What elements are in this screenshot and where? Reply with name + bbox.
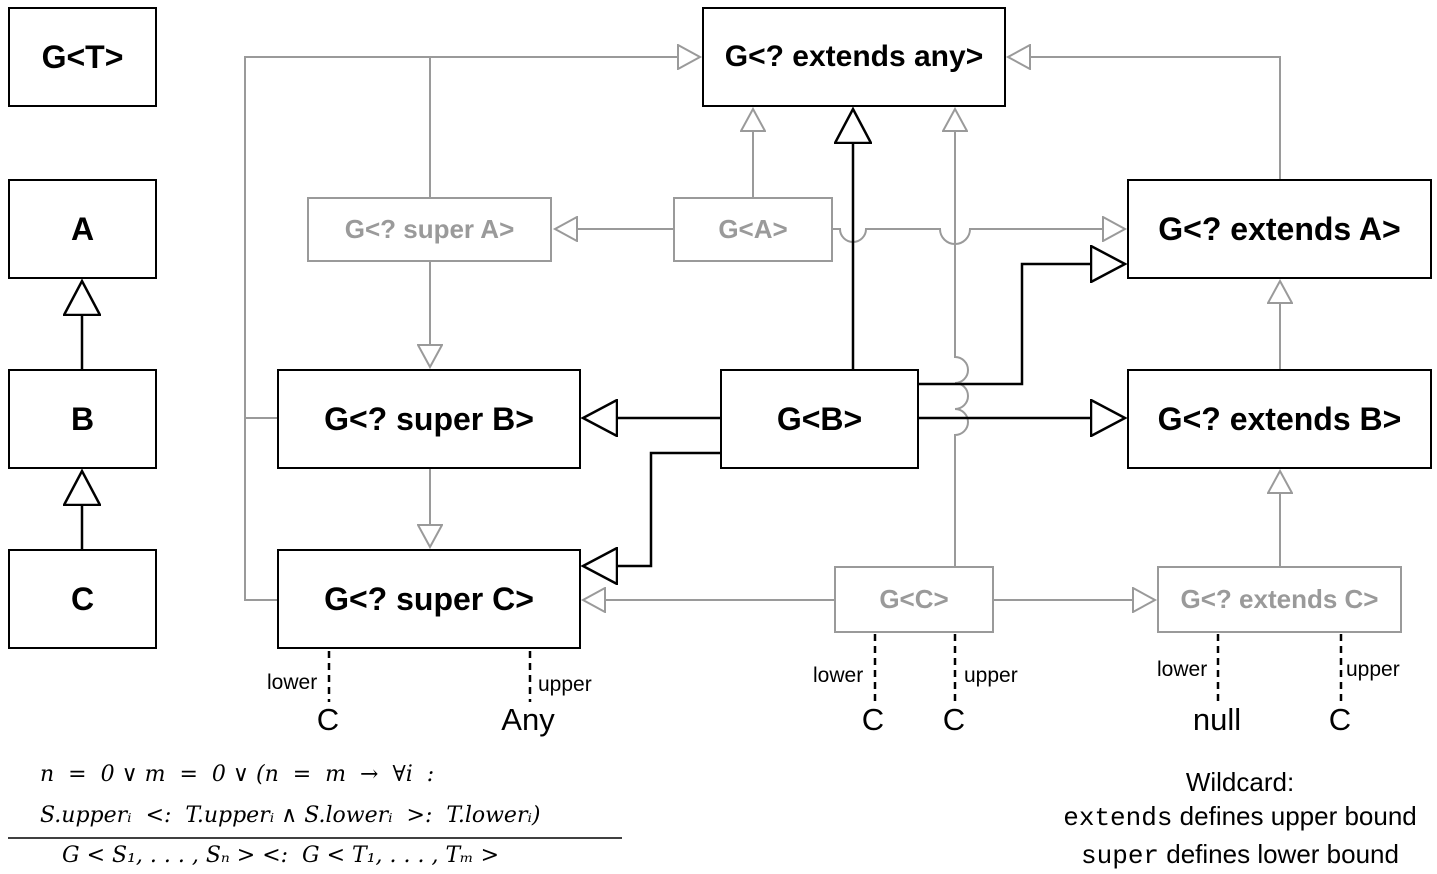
box-g-b: G<B> [720, 369, 919, 469]
bound-value-extends-c-upper: C [1328, 702, 1352, 737]
bound-value-super-c-lower: C [316, 702, 340, 737]
formula-premise-line-2: S.upperᵢ <: T.upperᵢ ∧ S.lowerᵢ >: T.low… [40, 803, 541, 828]
edge-g-b-to-extends-a [919, 264, 1125, 386]
legend-extends-text: defines upper bound [1172, 801, 1417, 831]
box-g-extends-any: G<? extends any> [702, 7, 1006, 107]
box-g-c: G<C> [834, 566, 994, 633]
bound-label-extends-c-upper: upper [1346, 658, 1400, 681]
box-g-extends-a: G<? extends A> [1127, 179, 1432, 279]
bound-value-super-c-upper: Any [501, 702, 555, 737]
edge-extends-a-to-extends-any [1008, 57, 1281, 179]
box-b: B [8, 369, 157, 469]
box-g-super-b: G<? super B> [277, 369, 581, 469]
bound-value-g-c-upper: C [942, 702, 966, 737]
wildcard-legend: Wildcard: extends defines upper bound su… [1045, 766, 1435, 874]
box-g-extends-c: G<? extends C> [1157, 566, 1402, 633]
edge-g-b-to-super-c [583, 451, 721, 566]
bound-label-super-c-lower: lower [267, 671, 318, 694]
box-g-super-c: G<? super C> [277, 549, 581, 649]
box-g-t: G<T> [8, 7, 157, 107]
bound-label-extends-c-lower: lower [1157, 658, 1208, 681]
box-g-extends-b: G<? extends B> [1127, 369, 1432, 469]
legend-title: Wildcard: [1185, 767, 1295, 797]
bound-value-g-c-lower: C [861, 702, 885, 737]
box-g-super-a: G<? super A> [307, 197, 552, 262]
legend-super-keyword: super [1081, 841, 1160, 871]
legend-super-line: super defines lower bound [1045, 836, 1435, 874]
bound-value-extends-c-lower: null [1192, 702, 1242, 737]
legend-super-text: defines lower bound [1159, 839, 1399, 869]
formula-conclusion: G < S₁, . . . , Sₙ > <: G < T₁, . . . , … [62, 843, 500, 868]
edge-super-c-to-extends-any [244, 57, 700, 601]
legend-extends-keyword: extends [1063, 803, 1173, 833]
bound-label-g-c-upper: upper [964, 664, 1018, 687]
bound-label-g-c-lower: lower [813, 664, 864, 687]
box-g-a: G<A> [673, 197, 833, 262]
box-c: C [8, 549, 157, 649]
box-a: A [8, 179, 157, 279]
formula-premise-line-1: n = 0 ∨ m = 0 ∨ (n = m → ∀i : [40, 762, 435, 787]
edge-g-c-to-extends-any [955, 109, 969, 566]
legend-extends-line: extends defines upper bound [1045, 798, 1435, 836]
edge-g-a-to-extends-a [833, 229, 1125, 245]
bound-label-super-c-upper: upper [538, 673, 592, 696]
